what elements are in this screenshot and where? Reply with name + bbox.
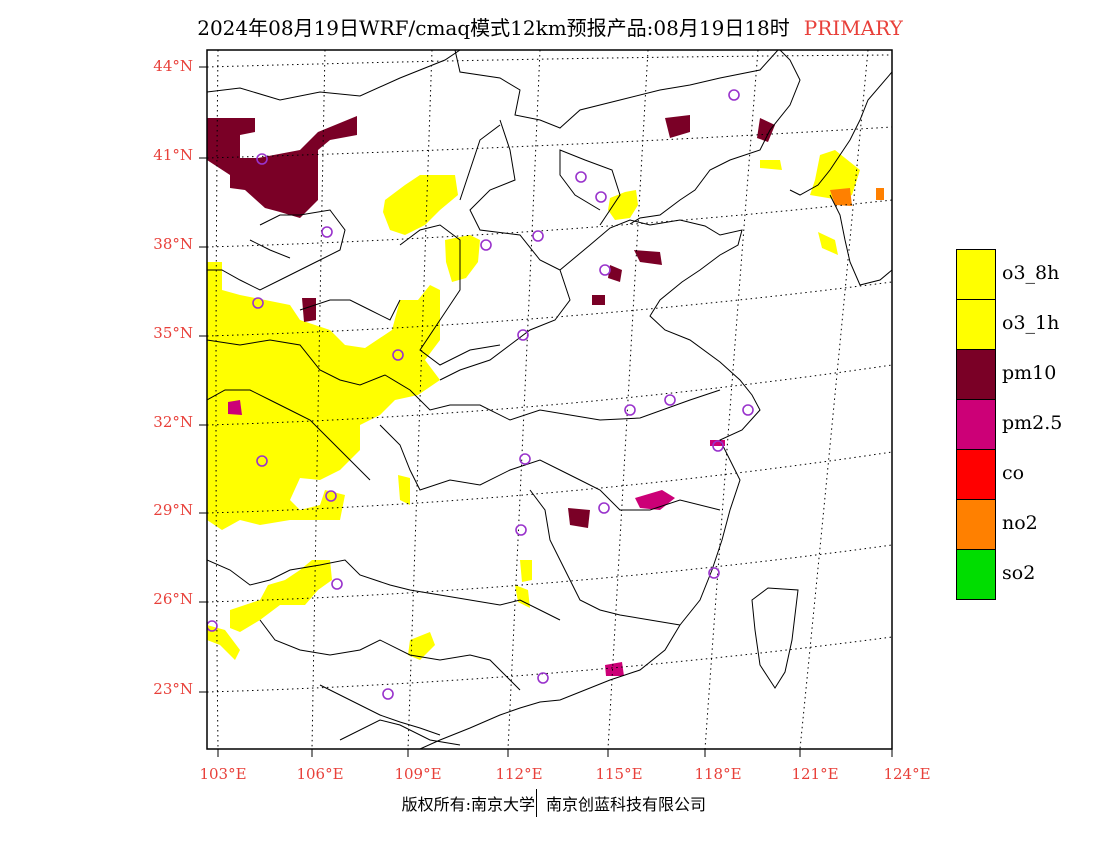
station-marker <box>664 394 676 406</box>
station-marker <box>575 171 587 183</box>
o3-area-south-2 <box>207 625 240 660</box>
pm25-area-zhejiang <box>635 490 675 510</box>
lat-label-26n: 26°N <box>153 590 193 608</box>
pm25-area-sichuan <box>228 400 242 415</box>
station-marker <box>537 672 549 684</box>
o3-area-north-2 <box>445 235 480 282</box>
station-marker <box>517 329 529 341</box>
o3-area-southwest <box>207 262 440 530</box>
station-marker <box>207 620 218 632</box>
lat-label-41n: 41°N <box>153 146 193 164</box>
station-marker <box>599 264 611 276</box>
station-marker <box>252 297 264 309</box>
lon-label-121e: 121°E <box>791 765 839 783</box>
station-marker <box>256 153 268 165</box>
station-marker <box>331 578 343 590</box>
lat-label-29n: 29°N <box>153 501 193 519</box>
monitoring-stations <box>207 89 754 700</box>
o3-area-northeast-2 <box>818 232 838 255</box>
station-marker <box>392 349 404 361</box>
legend-label: pm2.5 <box>1002 412 1063 434</box>
lon-label-103e: 103°E <box>199 765 247 783</box>
station-marker <box>595 191 607 203</box>
station-marker <box>519 453 531 465</box>
legend-swatch <box>956 349 996 400</box>
station-marker <box>728 89 740 101</box>
company-text: 南京创蓝科技有限公司 <box>546 795 707 814</box>
station-marker <box>325 490 337 502</box>
o3-area-north <box>383 175 458 235</box>
station-marker <box>515 524 527 536</box>
o3-area-south-5 <box>515 585 530 608</box>
pm10-area-central <box>634 250 662 265</box>
lon-label-109e: 109°E <box>394 765 442 783</box>
legend-label: pm10 <box>1002 362 1057 384</box>
pm10-area-shaanxi <box>302 298 316 322</box>
pm10-area-shanxi-2 <box>592 295 605 305</box>
pm10-area-shandong <box>608 265 622 282</box>
station-marker <box>256 455 268 467</box>
legend-label: co <box>1002 462 1025 484</box>
graticule <box>207 50 892 749</box>
legend-label: o3_8h <box>1002 262 1060 284</box>
pollutant-overlays <box>207 115 884 676</box>
primary-badge: PRIMARY <box>803 16 903 40</box>
pm10-area-jiangxi <box>568 508 590 528</box>
station-marker <box>708 567 720 579</box>
coastline-and-borders <box>207 50 892 749</box>
lon-label-112e: 112°E <box>495 765 543 783</box>
legend-label: so2 <box>1002 562 1036 584</box>
station-marker <box>382 688 394 700</box>
o3-area-north-3 <box>760 160 782 170</box>
legend-swatch <box>956 399 996 450</box>
lat-label-35n: 35°N <box>153 324 193 342</box>
page-title: 2024年08月19日WRF/cmaq模式12km预报产品:08月19日18时 P… <box>0 12 1100 41</box>
lat-label-32n: 32°N <box>153 413 193 431</box>
lon-label-106e: 106°E <box>296 765 344 783</box>
lat-label-44n: 44°N <box>153 57 193 75</box>
legend-swatch <box>956 299 996 350</box>
station-marker <box>480 239 492 251</box>
legend-swatch <box>956 499 996 550</box>
station-marker <box>742 404 754 416</box>
legend-swatch <box>956 249 996 300</box>
title-text: 2024年08月19日WRF/cmaq模式12km预报产品:08月19日18时 <box>197 16 790 40</box>
o3-area-beijing <box>608 190 638 220</box>
o3-area-northeast <box>810 150 860 200</box>
legend-swatch <box>956 549 996 600</box>
no2-area-dalian <box>830 188 852 206</box>
station-marker <box>712 440 724 452</box>
legend-swatch <box>956 449 996 500</box>
o3-area-south-1 <box>230 560 332 632</box>
footer-separator <box>536 789 537 817</box>
station-marker <box>598 502 610 514</box>
pm10-area-northeast <box>665 115 690 138</box>
pm25-area-guangdong <box>605 662 624 676</box>
axis-ticks <box>199 66 893 757</box>
o3-area-south-3 <box>408 632 435 660</box>
pm10-area-liaoning <box>757 118 775 142</box>
copyright-text: 版权所有:南京大学 <box>401 795 535 814</box>
lon-label-124e: 124°E <box>883 765 931 783</box>
pm10-area-northwest <box>207 116 357 218</box>
footer: 版权所有:南京大学 南京创蓝科技有限公司 <box>0 789 1100 819</box>
o3-area-south-4 <box>520 560 532 582</box>
station-marker <box>321 226 333 238</box>
o3-area-south-6 <box>398 475 410 505</box>
lon-label-118e: 118°E <box>694 765 742 783</box>
legend-label: no2 <box>1002 512 1038 534</box>
map-frame <box>206 49 893 750</box>
no2-area-korea <box>876 188 884 200</box>
lat-label-23n: 23°N <box>153 680 193 698</box>
legend-label: o3_1h <box>1002 312 1060 334</box>
station-marker <box>532 230 544 242</box>
lon-label-115e: 115°E <box>595 765 643 783</box>
lat-label-38n: 38°N <box>153 235 193 253</box>
station-marker <box>624 404 636 416</box>
